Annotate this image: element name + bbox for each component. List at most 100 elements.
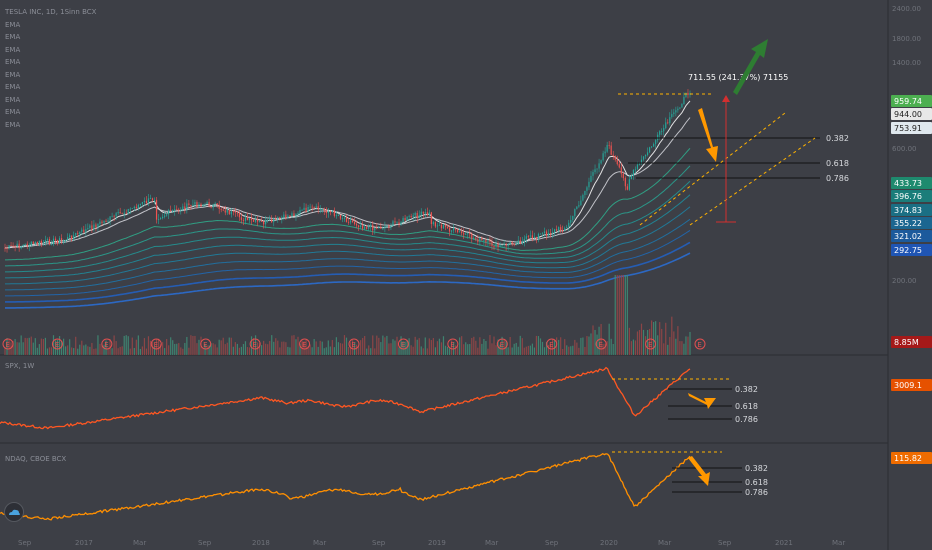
volume-bar <box>390 343 392 355</box>
volume-bar <box>562 348 564 355</box>
volume-bar <box>362 337 364 355</box>
legend-item[interactable]: EMA <box>5 95 21 104</box>
candle-body <box>521 241 523 244</box>
volume-bar <box>79 344 81 355</box>
candle-body <box>194 202 196 205</box>
candle-body <box>277 217 279 220</box>
candle-body <box>50 244 53 245</box>
candle-body <box>491 241 493 247</box>
candle-body <box>636 164 639 170</box>
candle-body <box>172 210 174 212</box>
volume-bar <box>89 346 91 355</box>
volume-bar <box>311 347 313 355</box>
main-pane-title[interactable]: TESLA INC, 1D, 1Sinn BCX <box>5 8 97 16</box>
spx-price-tag: 3009.1 <box>891 379 932 391</box>
candle-body <box>115 213 117 217</box>
ndx-pane-title[interactable]: NDAQ, CBOE BCX <box>5 455 67 463</box>
candle-body <box>252 220 255 222</box>
candle-body <box>586 187 588 191</box>
legend-item[interactable]: EMA <box>5 58 21 66</box>
volume-bar <box>42 338 44 355</box>
volume-bar <box>164 348 166 355</box>
volume-bar <box>481 343 483 355</box>
volume-bar <box>632 339 635 355</box>
candle-body <box>236 212 238 214</box>
volume-bar <box>426 348 428 355</box>
volume-bar <box>28 337 30 355</box>
candle-body <box>406 216 408 221</box>
candle-body <box>366 227 368 229</box>
candle-body <box>685 92 687 97</box>
legend-item[interactable]: EMA <box>5 108 21 116</box>
candle-body <box>186 203 188 210</box>
volume-bar <box>335 337 337 355</box>
volume-bar <box>515 342 517 355</box>
volume-bar <box>188 347 190 355</box>
candle-body <box>30 241 32 246</box>
time-axis-label: 2021 <box>775 539 793 547</box>
earnings-marker <box>101 338 113 350</box>
volume-bar <box>446 346 449 355</box>
candle-body <box>525 236 527 239</box>
ema-fast-line <box>4 100 691 249</box>
candle-body <box>119 212 121 214</box>
candle-body <box>170 210 172 212</box>
channel-line <box>689 137 816 226</box>
volume-bar <box>448 348 451 355</box>
volume-bar <box>248 347 251 355</box>
volume-bar <box>246 347 249 355</box>
candle-body <box>479 237 481 242</box>
candle-body <box>42 242 44 244</box>
volume-bar <box>162 342 164 355</box>
volume-bar <box>531 343 533 355</box>
legend-item[interactable]: EMA <box>5 33 21 41</box>
candle-body <box>135 206 137 209</box>
candle-body <box>681 104 683 108</box>
candle-body <box>289 215 291 217</box>
candle-body <box>523 238 525 242</box>
candle-body <box>648 147 651 153</box>
tradingview-cloud-icon[interactable] <box>4 502 24 522</box>
volume-bar <box>97 335 99 355</box>
candle-body <box>109 216 111 221</box>
volume-bar <box>527 345 529 355</box>
legend-item[interactable]: EMA <box>5 70 21 79</box>
volume-bar <box>689 331 691 355</box>
candle-body <box>232 211 234 213</box>
candle-body <box>584 190 586 196</box>
volume-bar <box>133 347 135 355</box>
candle-body <box>95 224 97 228</box>
volume-bar <box>457 346 459 355</box>
time-axis-label: 2020 <box>600 539 618 547</box>
earnings-label: E <box>697 341 701 349</box>
candle-body <box>83 229 85 233</box>
candle-body <box>87 227 89 229</box>
volume-bar <box>364 336 366 355</box>
legend-item[interactable]: EMA <box>5 83 21 91</box>
candle-body <box>473 237 475 239</box>
spx-pane-title[interactable]: SPX, 1W <box>5 362 35 370</box>
volume-bar <box>131 337 133 355</box>
candle-body <box>89 225 91 228</box>
volume-bar <box>685 336 687 355</box>
volume-bar <box>410 345 412 355</box>
candle-body <box>562 230 564 231</box>
volume-bar <box>392 339 394 355</box>
candle-body <box>125 212 127 214</box>
candle-body <box>73 235 75 240</box>
candle-body <box>661 131 663 133</box>
volume-bar <box>305 339 307 355</box>
volume-bar <box>634 340 637 355</box>
candle-body <box>248 218 251 221</box>
candle-body <box>671 114 673 118</box>
legend-item[interactable]: EMA <box>5 120 21 129</box>
volume-bar <box>123 335 125 355</box>
candle-body <box>394 221 396 223</box>
legend-item[interactable]: EMA <box>5 45 21 54</box>
candle-body <box>592 172 594 176</box>
candle-body <box>659 131 661 135</box>
main-price-tag: 355.22 <box>891 217 932 229</box>
volume-bar <box>174 343 176 355</box>
legend-item[interactable]: EMA <box>5 20 21 29</box>
